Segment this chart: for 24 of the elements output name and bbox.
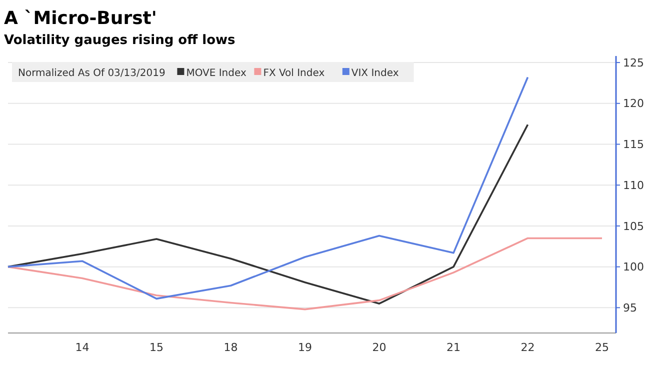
y-tick-label: 110: [623, 178, 644, 192]
legend-label: FX Vol Index: [263, 68, 325, 79]
y-tick-label: 120: [623, 97, 644, 110]
x-tick-label: 15: [150, 341, 164, 354]
y-tick-label: 105: [623, 220, 644, 233]
legend-label: MOVE Index: [186, 68, 246, 79]
y-tick-label: 95: [623, 302, 637, 315]
line-series: [7, 76, 529, 300]
y-tick-label: 115: [623, 138, 644, 152]
x-tick-label: 18: [224, 341, 238, 354]
x-tick-label: 19: [298, 341, 312, 354]
chart-title: A `Micro-Burst': [4, 8, 157, 29]
line-series: [7, 124, 529, 304]
y-tick-label: 100: [623, 260, 644, 274]
legend-label: VIX Index: [351, 68, 399, 79]
x-tick-label: 25: [595, 341, 609, 354]
chart-subtitle: Volatility gauges rising off lows: [4, 33, 236, 48]
x-tick-label: 14: [75, 341, 90, 354]
x-tick-label: 22: [520, 341, 535, 354]
x-tick-label: 21: [446, 341, 460, 354]
line-series: [7, 237, 603, 310]
legend-title: Normalized As Of 03/13/2019: [18, 68, 166, 79]
y-tick-label: 125: [623, 56, 644, 70]
x-tick-label: 20: [372, 341, 386, 354]
